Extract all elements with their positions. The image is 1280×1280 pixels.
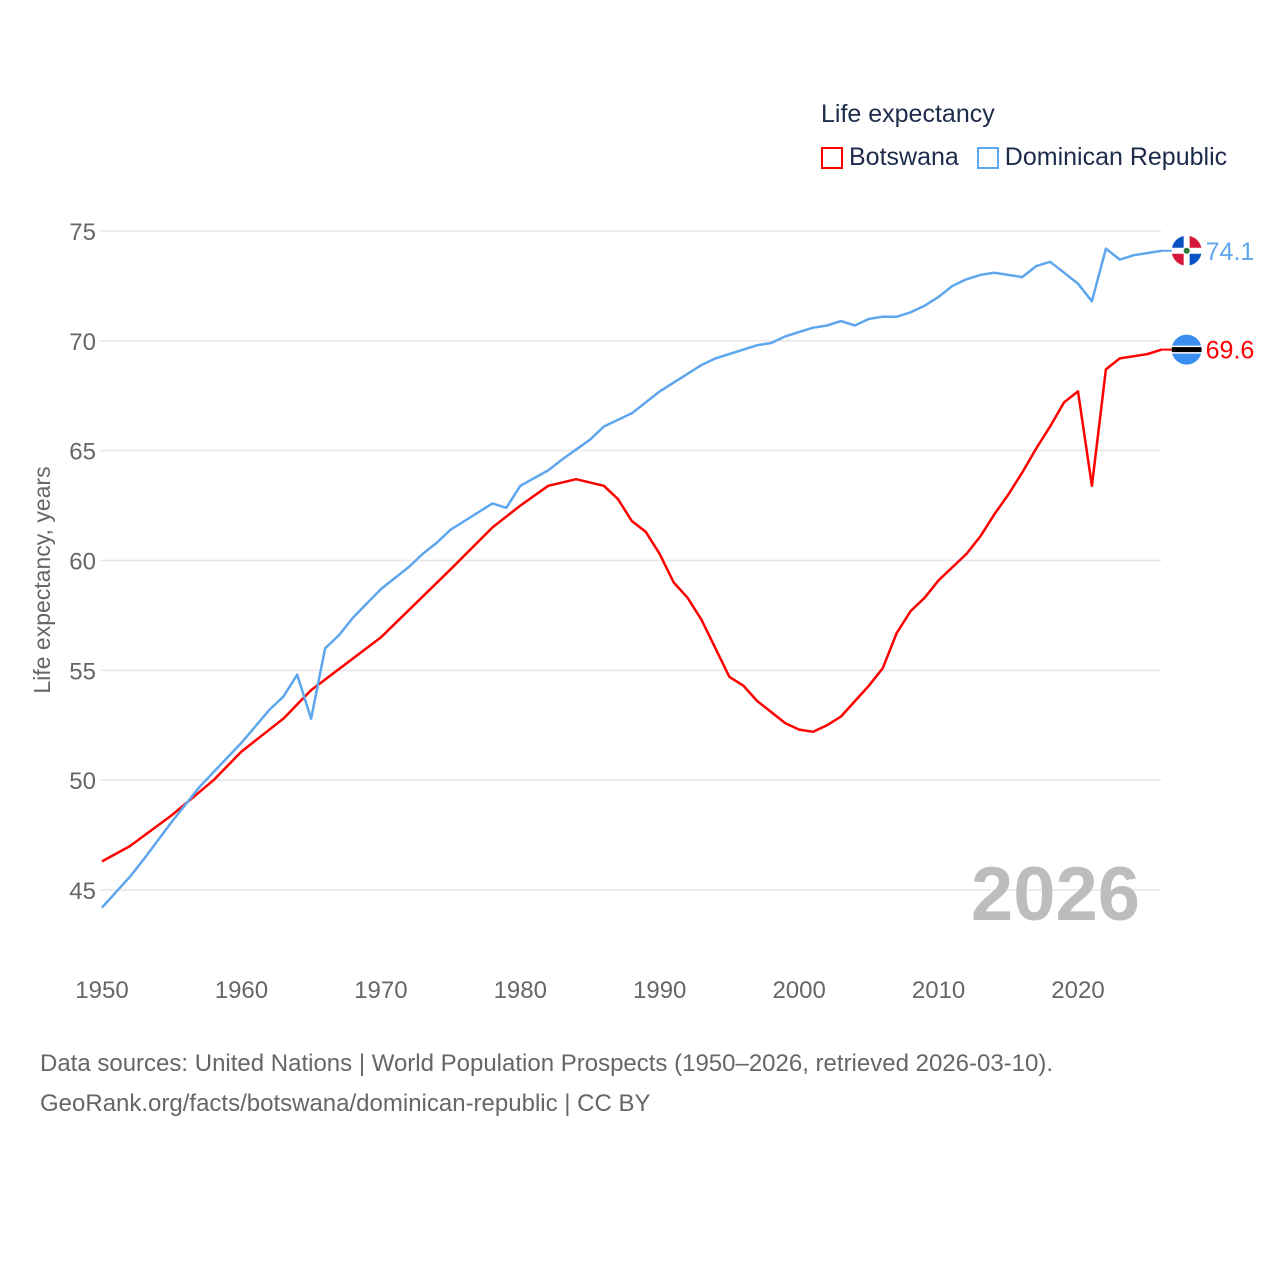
x-tick-label: 2010 xyxy=(912,977,965,1004)
end-value-label: 74.1 xyxy=(1206,238,1255,266)
legend-item-botswana[interactable]: Botswana xyxy=(821,143,959,172)
flag-quarter xyxy=(1189,235,1202,248)
flag-quarter xyxy=(1189,253,1202,266)
series-line-botswana xyxy=(101,348,1163,863)
flag-body xyxy=(1171,235,1202,266)
legend-label: Botswana xyxy=(849,143,959,171)
legend-swatch xyxy=(976,146,999,169)
legend: Botswana Dominican Republic xyxy=(821,143,1227,172)
flag-emblem xyxy=(1183,247,1190,254)
x-tick-label: 1960 xyxy=(215,977,268,1004)
year-watermark: 2026 xyxy=(971,852,1140,937)
x-tick-label: 1980 xyxy=(494,977,547,1004)
y-tick-label: 45 xyxy=(69,878,96,905)
y-tick-label: 70 xyxy=(69,329,96,356)
end-value-label: 69.6 xyxy=(1206,337,1255,365)
flag-body xyxy=(1171,334,1202,365)
legend-item-dominican-republic[interactable]: Dominican Republic xyxy=(976,143,1228,172)
footer: Data sources: United Nations | World Pop… xyxy=(40,1044,1053,1124)
y-tick-label: 60 xyxy=(69,549,96,576)
series-line-dominican-republic xyxy=(101,247,1162,909)
x-tick-label: 1990 xyxy=(633,977,686,1004)
y-axis-label: Life expectancy, years xyxy=(29,466,55,693)
series-lines xyxy=(101,247,1163,909)
x-tick-label: 1970 xyxy=(354,977,407,1004)
legend-title: Life expectancy xyxy=(821,100,995,128)
legend-swatch xyxy=(821,146,843,169)
x-tick-label: 1950 xyxy=(75,977,128,1004)
y-tick-label: 65 xyxy=(69,439,96,466)
grid: 45 50 55 60 65 70 75 1950 1960 1970 1980 1990 2000 20… xyxy=(69,219,1161,1004)
legend-label: Dominican Republic xyxy=(1004,143,1228,171)
flag-quarter xyxy=(1171,235,1184,248)
data-source-text: Data sources: United Nations | World Pop… xyxy=(40,1050,1054,1077)
flag-quarter xyxy=(1171,253,1184,266)
y-tick-label: 55 xyxy=(69,658,96,685)
x-tick-label: 2020 xyxy=(1051,977,1104,1004)
y-tick-label: 75 xyxy=(69,219,96,246)
flag-stripe xyxy=(1171,347,1202,353)
attribution-link[interactable]: GeoRank.org/facts/botswana/dominican-rep… xyxy=(40,1090,651,1117)
botswana-flag-icon xyxy=(1171,334,1202,365)
x-tick-label: 2000 xyxy=(772,977,825,1004)
y-tick-label: 50 xyxy=(69,768,96,795)
end-labels: 69.6 74.1 xyxy=(1161,235,1255,365)
dominican-republic-flag-icon xyxy=(1171,235,1202,266)
